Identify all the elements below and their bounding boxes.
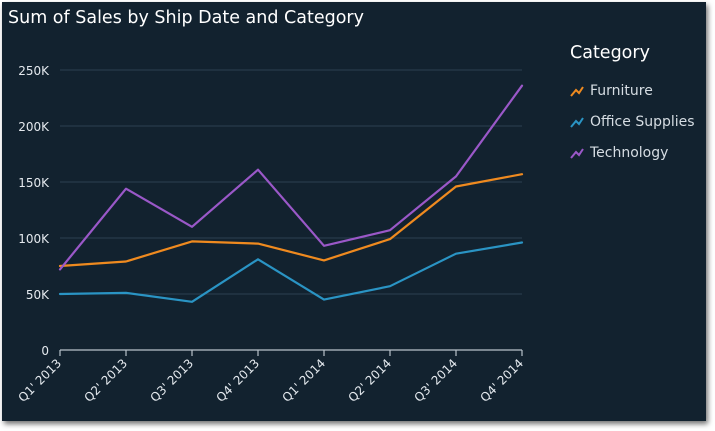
x-tick-label: Q3' 2014 [412, 356, 461, 405]
legend-item-technology[interactable]: Technology [570, 137, 695, 168]
x-tick-label: Q3' 2013 [148, 356, 197, 405]
x-tick-label: Q1' 2014 [280, 356, 329, 405]
swatch-office-supplies [570, 116, 584, 128]
series-line-furniture [58, 173, 524, 268]
line-chart: 0 50K 100K 150K 200K 250K Q1' 2013 Q2' 2013 Q3' … [16, 64, 527, 405]
line-swatch-icon [570, 116, 584, 128]
series-line-technology [58, 84, 524, 271]
x-tick-label: Q4' 2014 [478, 356, 527, 405]
legend: Category Furniture Office Supplies Techn… [570, 43, 695, 168]
legend-title: Category [570, 43, 650, 63]
y-tick-label: 250K [18, 64, 50, 78]
chart-panel [2, 2, 706, 421]
y-tick-label: 100K [18, 232, 50, 246]
legend-label-furniture: Furniture [590, 82, 653, 99]
y-tick-label: 50K [26, 288, 50, 302]
legend-label-office-supplies: Office Supplies [590, 113, 695, 130]
legend-item-office-supplies[interactable]: Office Supplies [570, 106, 695, 137]
line-swatch-icon [570, 85, 584, 97]
y-tick-label: 150K [18, 176, 50, 190]
legend-item-furniture[interactable]: Furniture [570, 75, 695, 106]
x-tick-label: Q2' 2014 [346, 356, 395, 405]
line-swatch-icon [570, 147, 584, 159]
x-tick-label: Q1' 2013 [16, 356, 65, 405]
y-tick-label: 200K [18, 120, 50, 134]
series-line-office-supplies [58, 241, 524, 303]
swatch-furniture [570, 85, 584, 97]
x-tick-label: Q2' 2013 [82, 356, 131, 405]
swatch-technology [570, 147, 584, 159]
chart-title: Sum of Sales by Ship Date and Category [8, 8, 364, 28]
legend-label-technology: Technology [590, 144, 669, 161]
y-tick-label: 0 [41, 344, 49, 358]
x-tick-label: Q4' 2013 [214, 356, 263, 405]
